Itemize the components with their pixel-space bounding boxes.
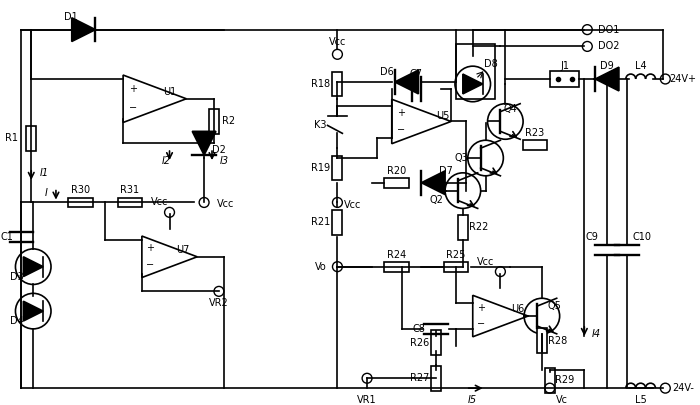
Text: −: − [146, 260, 154, 270]
Polygon shape [193, 131, 216, 155]
Text: VR1: VR1 [357, 395, 377, 405]
Text: 24V-: 24V- [672, 383, 694, 393]
Bar [431, 366, 441, 390]
Polygon shape [395, 70, 419, 94]
Text: DO1: DO1 [598, 25, 620, 35]
Text: L4: L4 [635, 61, 647, 71]
Text: R1: R1 [5, 133, 18, 143]
Text: K3: K3 [314, 120, 327, 130]
Text: U6: U6 [512, 304, 525, 314]
Polygon shape [23, 301, 43, 321]
Text: R21: R21 [311, 217, 330, 227]
Text: C9: C9 [586, 232, 598, 242]
Text: U5: U5 [436, 111, 450, 121]
Text: VR2: VR2 [209, 298, 229, 308]
Text: +: + [129, 84, 137, 94]
Text: Q3: Q3 [454, 153, 468, 163]
Text: D6: D6 [380, 67, 393, 77]
Bar [537, 328, 547, 353]
Text: L5: L5 [635, 395, 647, 405]
Bar [456, 45, 496, 99]
Text: C7: C7 [410, 69, 423, 79]
Text: D1: D1 [64, 12, 78, 22]
Bar [444, 262, 468, 272]
Text: C1: C1 [0, 232, 13, 242]
Text: Vc: Vc [556, 395, 568, 405]
Text: −: − [129, 103, 137, 113]
Text: R22: R22 [469, 222, 489, 232]
Text: I5: I5 [468, 395, 477, 405]
Text: R2: R2 [222, 117, 235, 126]
Bar [69, 198, 93, 207]
Text: +: + [397, 108, 405, 117]
Bar [332, 156, 342, 180]
Text: Vcc: Vcc [477, 257, 494, 267]
Text: Vo: Vo [315, 262, 326, 272]
Polygon shape [595, 67, 619, 91]
Text: Q4: Q4 [503, 104, 517, 114]
Text: Q2: Q2 [429, 196, 443, 205]
Text: R29: R29 [555, 375, 574, 385]
Bar [523, 140, 547, 150]
Text: D8: D8 [484, 59, 498, 69]
Bar [332, 72, 342, 96]
Text: Q5: Q5 [548, 301, 561, 311]
Text: I1: I1 [39, 168, 49, 178]
Polygon shape [71, 18, 95, 41]
Text: R20: R20 [387, 166, 406, 176]
Bar [550, 71, 580, 87]
Text: I: I [45, 188, 48, 198]
Text: R31: R31 [120, 185, 139, 195]
Text: R28: R28 [548, 336, 567, 346]
Polygon shape [463, 74, 482, 94]
Text: C8: C8 [413, 324, 426, 334]
Bar [332, 210, 342, 234]
Text: R26: R26 [410, 338, 429, 348]
Text: D7: D7 [439, 166, 453, 176]
Text: Vcc: Vcc [344, 200, 361, 211]
Text: −: − [397, 126, 405, 135]
Text: I3: I3 [219, 156, 228, 166]
Text: U1: U1 [163, 87, 176, 97]
Bar [209, 109, 219, 134]
Text: R30: R30 [71, 185, 90, 195]
Text: R18: R18 [311, 79, 330, 89]
Text: +: + [146, 243, 154, 254]
Text: R19: R19 [311, 163, 330, 173]
Bar [118, 198, 142, 207]
Text: DO2: DO2 [598, 41, 620, 51]
Bar [458, 215, 468, 239]
Text: Vcc: Vcc [217, 199, 234, 209]
Polygon shape [421, 171, 445, 194]
Text: R25: R25 [447, 250, 466, 260]
Text: U7: U7 [176, 245, 189, 255]
Polygon shape [23, 257, 43, 277]
Text: +: + [477, 303, 485, 313]
Text: D4: D4 [10, 316, 23, 326]
Bar [384, 178, 409, 188]
Bar [27, 126, 36, 151]
Bar [545, 368, 554, 392]
Text: −: − [477, 320, 485, 329]
Text: 24V+: 24V+ [670, 74, 696, 84]
Text: D3: D3 [10, 271, 23, 281]
Text: D2: D2 [212, 145, 226, 155]
Bar [384, 262, 409, 272]
Text: J1: J1 [560, 61, 569, 71]
Text: I2: I2 [162, 156, 171, 166]
Text: Vcc: Vcc [329, 38, 346, 47]
Text: R24: R24 [387, 250, 406, 260]
Text: Vcc: Vcc [151, 198, 168, 207]
Bar [431, 330, 441, 355]
Text: R27: R27 [410, 373, 429, 383]
Text: D9: D9 [600, 61, 614, 71]
Text: R23: R23 [525, 128, 545, 139]
Text: I4: I4 [592, 329, 601, 339]
Text: C10: C10 [632, 232, 651, 242]
